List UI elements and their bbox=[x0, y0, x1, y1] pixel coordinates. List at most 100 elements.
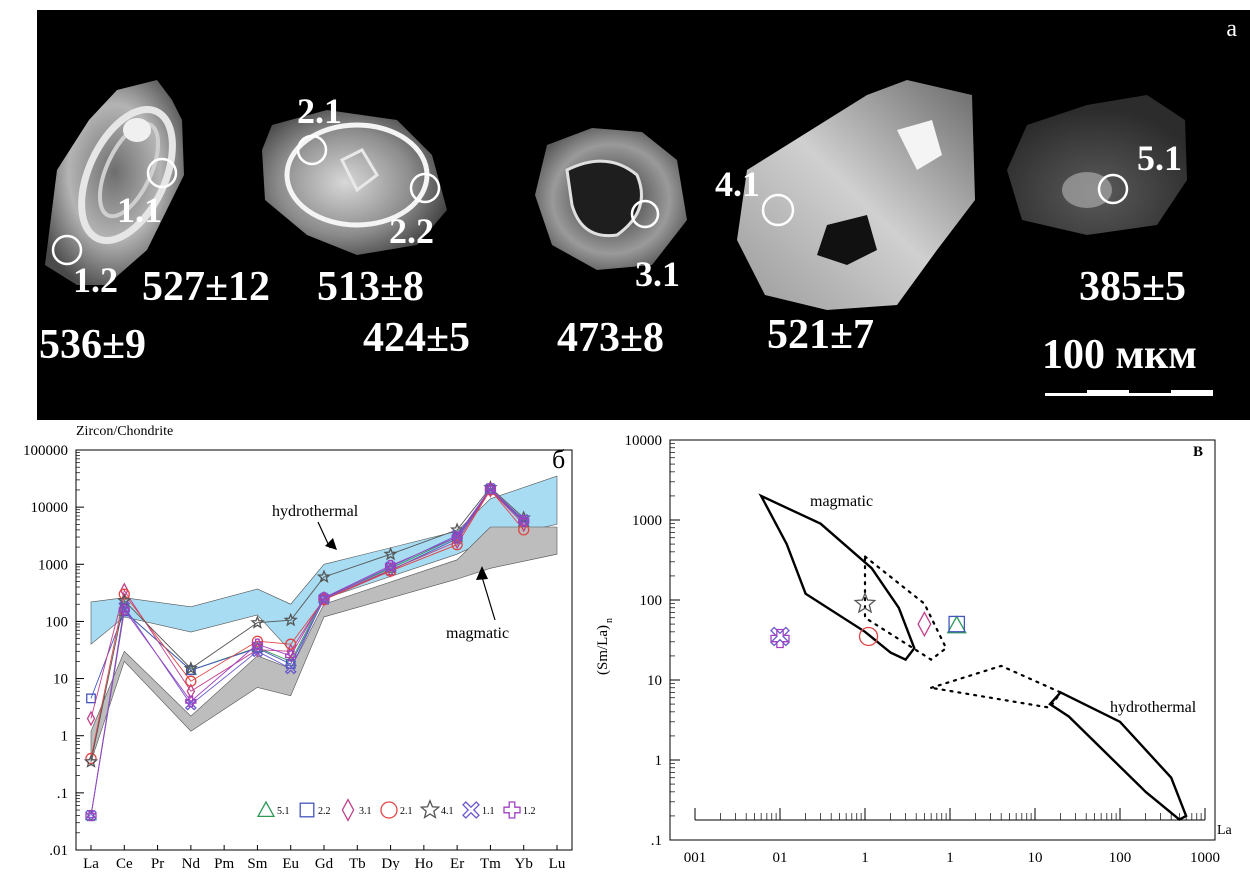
point-1.1-Tm bbox=[484, 482, 497, 495]
point-2.1-La bbox=[85, 752, 97, 765]
annotation-hydrothermal: hydrothermal bbox=[1110, 699, 1197, 716]
point-1.2-La bbox=[85, 809, 97, 822]
magmatic-field bbox=[758, 493, 916, 662]
sm-la-discrimination-chart: B La (Sm/La) n 001 01 1 1 10 100 1000 10000 1000… bbox=[595, 433, 1233, 866]
x-tick-label: Yb bbox=[515, 856, 533, 870]
point-2.1-Nd bbox=[185, 675, 197, 687]
x-tick-label: Dy bbox=[381, 856, 400, 870]
y-tick-label: 100 bbox=[46, 614, 69, 630]
spot-2.2-circle bbox=[409, 172, 441, 204]
x-tick-label: 01 bbox=[773, 850, 788, 866]
annotation-hydrothermal: hydrothermal bbox=[272, 503, 359, 520]
legend-label-5.1: 5.1 bbox=[277, 806, 290, 817]
age-2.2: 424±5 bbox=[363, 315, 470, 361]
point-4.1-Gd bbox=[316, 569, 332, 584]
point-3.1-Nd bbox=[186, 683, 196, 700]
legend-label-2.2: 2.2 bbox=[318, 806, 331, 817]
y-axis-label-group: (Sm/La) n bbox=[595, 618, 615, 675]
point-3.1-La bbox=[86, 710, 96, 727]
point-2.2-Nd bbox=[185, 665, 196, 676]
x-tick-label: Gd bbox=[315, 856, 334, 870]
plot-area bbox=[669, 439, 1216, 841]
scale-bar bbox=[1045, 390, 1213, 396]
hydrothermal-field bbox=[90, 475, 558, 652]
y-tick-label: .01 bbox=[49, 843, 68, 859]
series-line-1.2 bbox=[90, 488, 525, 816]
x-tick-label: Nd bbox=[182, 856, 201, 870]
legend-label-2.1: 2.1 bbox=[400, 806, 413, 817]
point-4.1 bbox=[853, 591, 877, 614]
spot-4.1-circle bbox=[761, 193, 795, 227]
y-tick-label: 1000 bbox=[38, 557, 68, 573]
point-1.2-Er bbox=[451, 531, 463, 543]
y-tick-label: 100 bbox=[640, 593, 663, 609]
panel-b-letter: б bbox=[552, 445, 565, 474]
arrow-hydrothermal bbox=[317, 521, 337, 550]
y-tick-label: 10000 bbox=[625, 433, 663, 449]
scale-bar-label: 100 мкм bbox=[1042, 332, 1197, 378]
point-1.1-Gd bbox=[318, 592, 330, 605]
x-tick-label: La bbox=[83, 856, 99, 870]
y-tick-label: 100000 bbox=[23, 443, 68, 459]
series-line-3.1 bbox=[90, 489, 525, 719]
y-axis-label-subscript: n bbox=[604, 618, 615, 623]
y-axis-label: (Sm/La) bbox=[595, 625, 611, 675]
panel-c-letter: B bbox=[1193, 444, 1203, 460]
point-1.2-Dy bbox=[384, 559, 397, 572]
legend-label-4.1: 4.1 bbox=[441, 806, 454, 817]
spot-label-5.1: 5.1 bbox=[1137, 138, 1182, 178]
y-axis-label: Zircon/Chondrite bbox=[76, 424, 173, 439]
y-tick-label: 1000 bbox=[632, 513, 662, 529]
zircon-grain-3 bbox=[535, 128, 687, 270]
x-tick-label: 1 bbox=[861, 850, 869, 866]
cl-image: а 1.1 1.2 527±12 536±9 2.1 2.2 513±8 424… bbox=[39, 16, 1237, 396]
legend-marker-4.1 bbox=[419, 799, 441, 819]
point-2.2 bbox=[948, 615, 966, 633]
point-1.2-Yb bbox=[518, 515, 530, 527]
point-1.1-La bbox=[85, 809, 97, 822]
point-2.1-Sm bbox=[251, 635, 264, 647]
x-tick-label: 10 bbox=[1028, 850, 1043, 866]
y-tick-label: 10 bbox=[53, 672, 68, 688]
point-1.2-Ce bbox=[118, 604, 130, 616]
x-tick-label: Tm bbox=[480, 856, 501, 870]
legend-marker-2.1 bbox=[380, 801, 398, 819]
point-4.1-Ce bbox=[117, 593, 132, 607]
spot-2.1-circle bbox=[296, 134, 328, 166]
point-1.2-Sm bbox=[251, 638, 264, 650]
legend-marker-2.2 bbox=[299, 802, 315, 818]
spot-label-4.1: 4.1 bbox=[715, 164, 760, 204]
x-tick-label: Ce bbox=[116, 856, 133, 870]
x-tick-label: 1000 bbox=[1190, 850, 1220, 866]
x-tick-label: 1 bbox=[946, 850, 954, 866]
arrow-magmatic bbox=[476, 566, 496, 621]
zircon-grain-2 bbox=[262, 110, 447, 255]
legend-marker-1.1 bbox=[462, 801, 480, 819]
y-tick-label: .1 bbox=[57, 786, 68, 802]
y-tick-label: 10000 bbox=[31, 500, 69, 516]
x-tick-label: 001 bbox=[684, 850, 707, 866]
point-2.1-Eu bbox=[285, 638, 297, 650]
zircon-grain-1 bbox=[45, 80, 184, 285]
point-2.2-La bbox=[86, 693, 96, 704]
point-2.1 bbox=[858, 626, 879, 647]
point-3.1 bbox=[917, 611, 932, 638]
point-3.1-Ce bbox=[120, 582, 129, 599]
point-1.2-Gd bbox=[318, 592, 330, 604]
point-2.1-Yb bbox=[518, 524, 530, 536]
cl-image-panel: а 1.1 1.2 527±12 536±9 2.1 2.2 513±8 424… bbox=[37, 10, 1250, 420]
x-tick-label: Er bbox=[450, 856, 464, 870]
point-1.1-Eu bbox=[284, 662, 297, 675]
age-5.1: 385±5 bbox=[1079, 264, 1186, 310]
x-tick-label: Sm bbox=[247, 856, 267, 870]
spot-3.1-circle bbox=[630, 199, 660, 229]
legend-label-1.1: 1.1 bbox=[482, 806, 495, 817]
ree-pattern-chart: Zircon/Chondrite б 100000 10000 1000 100 10 1… bbox=[23, 424, 573, 870]
y-tick-label: 1 bbox=[61, 729, 69, 745]
spot-label-2.2: 2.2 bbox=[389, 211, 434, 251]
point-1.2 bbox=[770, 628, 790, 649]
x-tick-label: Pm bbox=[214, 856, 234, 870]
spot-label-2.1: 2.1 bbox=[297, 91, 342, 131]
x-tick-label: Lu bbox=[549, 856, 566, 870]
spot-label-3.1: 3.1 bbox=[635, 254, 680, 294]
